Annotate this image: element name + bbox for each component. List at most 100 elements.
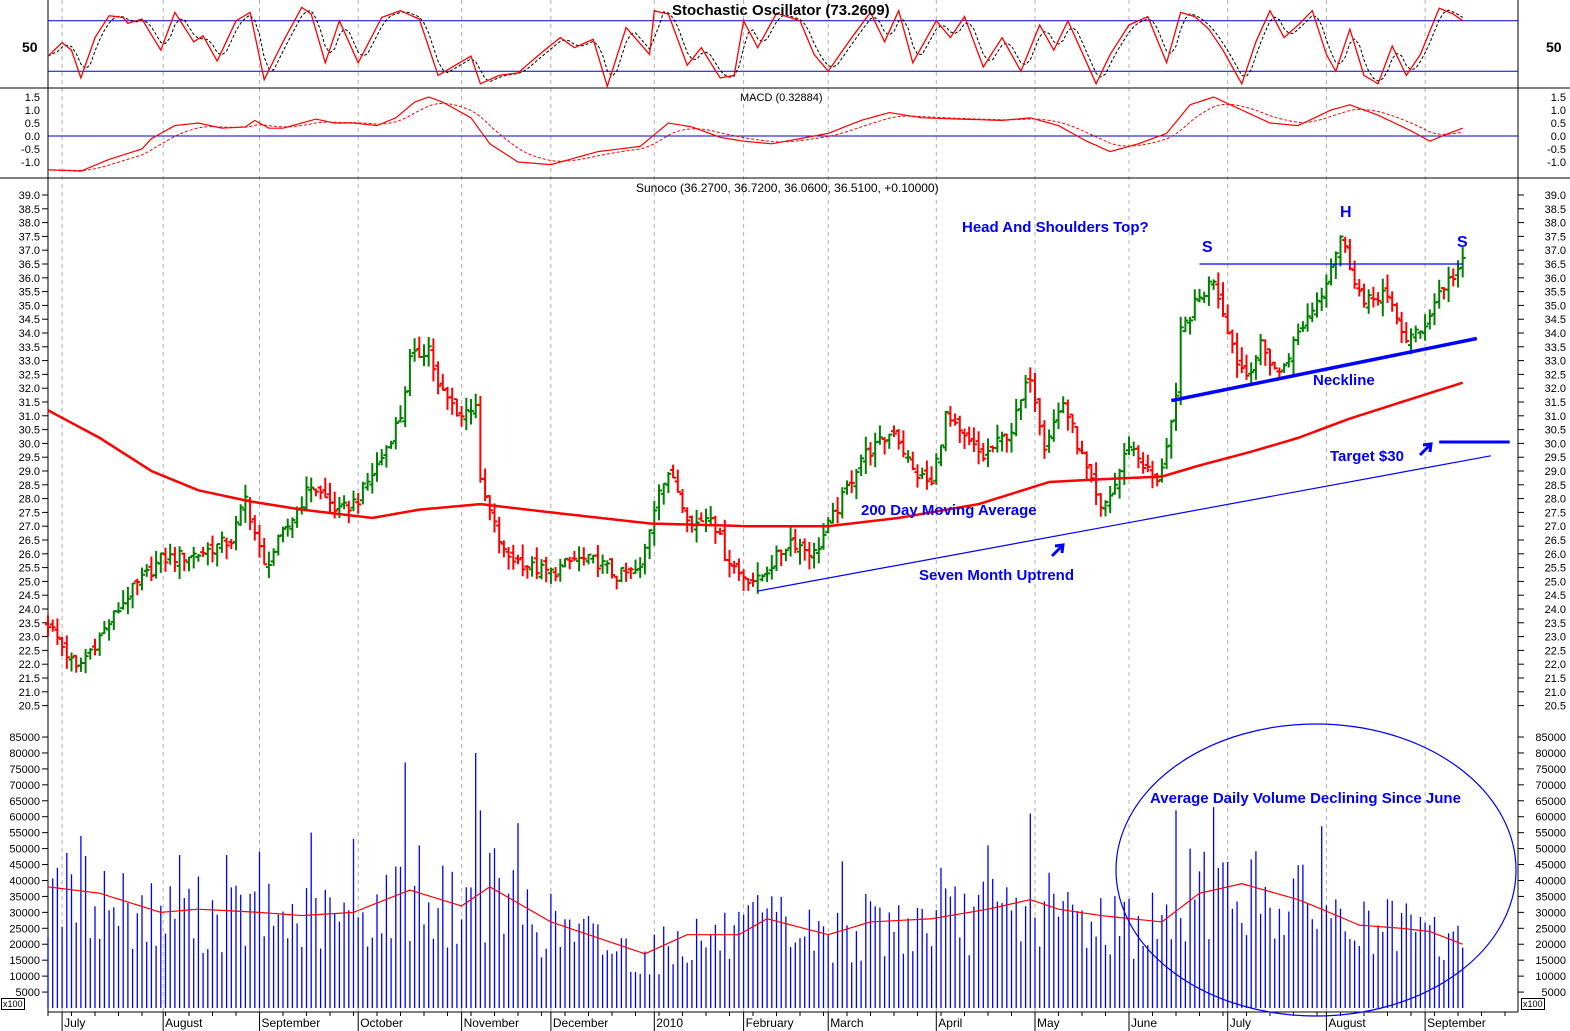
price-bar [242, 484, 249, 523]
macd-tick-left: 1.5 [25, 92, 40, 104]
price-bar [768, 555, 775, 580]
volume-tick-right: 60000 [1535, 812, 1566, 824]
price-tick-left: 25.0 [19, 576, 40, 588]
price-bar [49, 619, 56, 632]
ma200-label: 200 Day Moving Average [861, 502, 1037, 519]
price-tick-right: 27.5 [1545, 507, 1566, 519]
price-bar [1069, 413, 1076, 434]
price-bar [115, 602, 122, 614]
price-tick-right: 34.5 [1545, 314, 1566, 326]
month-label: September [1427, 1016, 1486, 1030]
price-bar [533, 547, 540, 580]
price-bar [129, 582, 136, 609]
price-bar [1093, 462, 1100, 505]
price-bar [970, 427, 977, 452]
price-tick-right: 34.0 [1545, 328, 1566, 340]
price-bar [613, 575, 620, 590]
price-tick-right: 20.5 [1545, 701, 1566, 713]
price-bar [914, 464, 921, 488]
volume-tick-left: 75000 [9, 764, 40, 776]
price-tick-left: 36.0 [19, 273, 40, 285]
price-bar [571, 550, 578, 561]
macd-signal-line [47, 102, 1463, 172]
price-bar [740, 569, 747, 591]
price-bar [1295, 323, 1302, 346]
price-bar [190, 546, 197, 569]
price-tick-left: 35.5 [19, 287, 40, 299]
price-bar [1337, 235, 1344, 267]
macd-line [47, 96, 1463, 172]
price-bar [547, 567, 554, 584]
macd-tick-left: 0.5 [25, 118, 40, 130]
price-tick-right: 30.5 [1545, 425, 1566, 437]
price-bar [120, 590, 127, 610]
price-bar [1022, 374, 1029, 409]
price-tick-left: 30.5 [19, 425, 40, 437]
price-bar [1135, 445, 1142, 469]
price-bar [876, 425, 883, 445]
price-bar [378, 449, 385, 466]
month-label: September [262, 1016, 321, 1030]
price-bar [1375, 292, 1382, 306]
price-tick-left: 37.5 [19, 231, 40, 243]
price-bar [496, 516, 503, 554]
price-bar [731, 560, 738, 574]
price-tick-left: 32.5 [19, 369, 40, 381]
price-bar [839, 487, 846, 519]
price-bar [942, 410, 949, 452]
price-tick-left: 24.5 [19, 590, 40, 602]
price-bar [707, 506, 714, 527]
volume-tick-left: 20000 [9, 939, 40, 951]
arrow-icon [1418, 442, 1433, 457]
price-tick-left: 30.0 [19, 438, 40, 450]
price-bar [1196, 288, 1203, 303]
month-label: February [746, 1016, 794, 1030]
macd-tick-right: 0.0 [1551, 131, 1566, 143]
price-tick-left: 33.0 [19, 356, 40, 368]
price-bar [698, 512, 705, 523]
price-bar [792, 528, 799, 554]
price-bar [1248, 362, 1255, 384]
month-label: August [1328, 1016, 1366, 1030]
uptrend-label: Seven Month Uptrend [919, 567, 1075, 584]
volume-tick-right: 40000 [1535, 875, 1566, 887]
month-label: October [360, 1016, 403, 1030]
price-bar [341, 495, 348, 510]
price-bar [355, 492, 362, 514]
price-bar [797, 538, 803, 565]
price-bar [449, 387, 456, 415]
price-tick-right: 31.5 [1545, 397, 1566, 409]
price-bar [538, 559, 545, 580]
price-bar [388, 440, 395, 449]
price-bar [1050, 409, 1057, 442]
price-bar [712, 515, 719, 544]
price-bar [186, 556, 192, 572]
price-bar [1304, 303, 1311, 332]
price-bar [745, 577, 752, 591]
macd-tick-right: 1.0 [1551, 105, 1566, 117]
price-bar [59, 636, 66, 656]
price-bar [308, 477, 315, 503]
price-tick-right: 24.0 [1545, 604, 1566, 616]
stochastic-d-line [47, 9, 1463, 83]
price-tick-left: 20.5 [19, 701, 40, 713]
price-tick-left: 24.0 [19, 604, 40, 616]
price-tick-right: 35.5 [1545, 287, 1566, 299]
price-bar [1013, 398, 1020, 437]
volume-unit-left: x100 [1, 998, 25, 1010]
price-bar [637, 557, 644, 579]
price-bar [1064, 399, 1071, 431]
price-tick-right: 39.0 [1545, 190, 1566, 202]
price-tick-right: 26.0 [1545, 549, 1566, 561]
volume-tick-left: 45000 [9, 860, 40, 872]
price-bar [1158, 458, 1165, 483]
stochastic-tick-left: 50 [22, 39, 38, 55]
price-bar [1252, 355, 1259, 380]
price-tick-right: 22.5 [1545, 645, 1566, 657]
price-tick-right: 33.0 [1545, 356, 1566, 368]
price-bar [1422, 314, 1429, 341]
volume-tick-right: 45000 [1535, 860, 1566, 872]
volume-tick-right: 30000 [1535, 907, 1566, 919]
price-tick-left: 34.5 [19, 314, 40, 326]
price-tick-left: 21.0 [19, 687, 40, 699]
